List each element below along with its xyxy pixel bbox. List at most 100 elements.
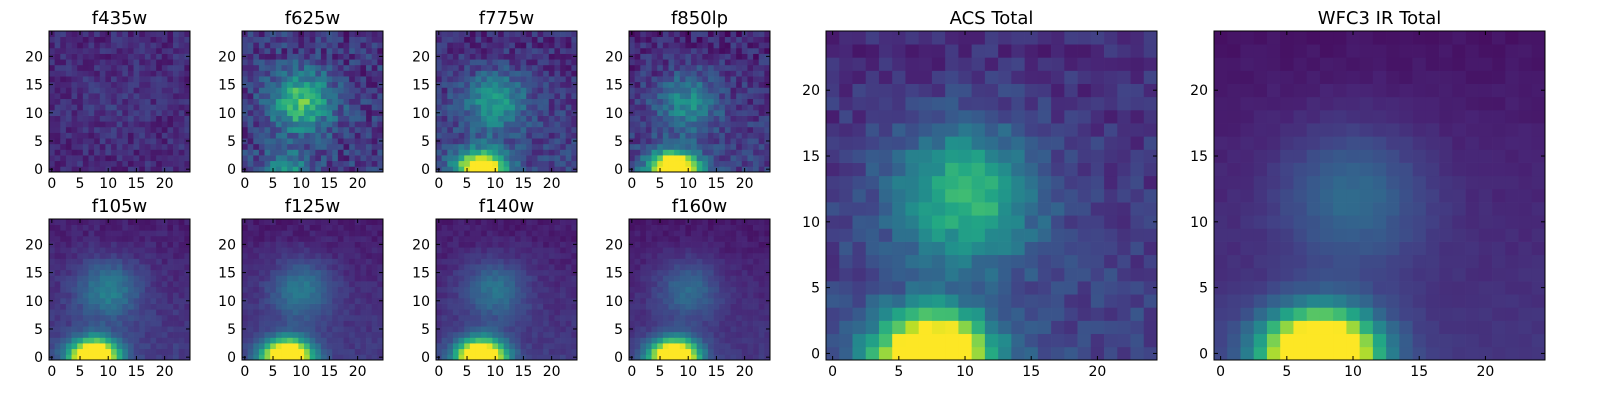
heatmap-cell — [747, 81, 754, 88]
heatmap-cell — [88, 31, 95, 37]
heatmap-cell — [691, 149, 698, 156]
heatmap-cell — [184, 104, 191, 111]
heatmap-cell — [764, 70, 771, 77]
heatmap-cell — [258, 132, 265, 139]
heatmap-cell — [662, 331, 669, 338]
heatmap-cell — [111, 224, 118, 231]
heatmap-cell — [481, 143, 488, 150]
heatmap-cell — [509, 98, 516, 105]
heatmap-cell — [758, 64, 765, 71]
heatmap-cell — [447, 126, 454, 133]
heatmap-cell — [645, 326, 652, 333]
heatmap-cell — [360, 155, 367, 162]
heatmap-cell — [287, 314, 294, 321]
heatmap-cell — [161, 337, 168, 344]
heatmap-cell — [371, 149, 378, 156]
heatmap-cell — [685, 326, 692, 333]
heatmap-cell — [679, 314, 686, 321]
heatmap-cell — [640, 76, 647, 83]
heatmap-cell — [758, 303, 765, 310]
heatmap-cell — [498, 149, 505, 156]
heatmap-cell — [60, 59, 67, 66]
heatmap-cell — [161, 53, 168, 60]
heatmap-cell — [354, 241, 361, 248]
heatmap-cell — [366, 59, 373, 66]
heatmap-cell — [309, 98, 316, 105]
heatmap-cell — [144, 286, 151, 293]
heatmap-cell — [167, 235, 174, 242]
heatmap-cell — [127, 343, 134, 350]
heatmap-cell — [509, 331, 516, 338]
heatmap-cell — [492, 36, 499, 43]
heatmap-cell — [371, 219, 378, 225]
heatmap-cell — [741, 343, 748, 350]
heatmap-cell — [304, 320, 311, 327]
heatmap-cell — [242, 264, 248, 271]
heatmap-cell — [702, 343, 709, 350]
heatmap-cell — [292, 93, 299, 100]
heatmap-cell — [629, 292, 635, 299]
heatmap-cell — [691, 42, 698, 49]
heatmap-cell — [309, 252, 316, 259]
heatmap-cell — [707, 98, 714, 105]
heatmap-cell — [54, 281, 61, 288]
heatmap-cell — [287, 275, 294, 282]
heatmap-cell — [309, 258, 316, 265]
heatmap-cell — [54, 292, 61, 299]
heatmap-cell — [674, 138, 681, 145]
heatmap-cell — [139, 149, 146, 156]
heatmap-cell — [469, 87, 476, 94]
heatmap-cell — [447, 138, 454, 145]
heatmap-cell — [498, 241, 505, 248]
heatmap-cell — [116, 343, 123, 350]
heatmap-cell — [354, 47, 361, 54]
heatmap-cell — [332, 235, 339, 242]
heatmap-cell — [571, 309, 578, 316]
heatmap-cell — [88, 132, 95, 139]
heatmap-cell — [82, 292, 89, 299]
heatmap-cell — [758, 326, 765, 333]
heatmap-cell — [105, 98, 112, 105]
heatmap-cell — [764, 331, 771, 338]
heatmap-cell — [184, 219, 191, 225]
heatmap-cell — [88, 53, 95, 60]
heatmap-cell — [560, 337, 567, 344]
heatmap-cell — [719, 31, 726, 37]
heatmap-cell — [741, 76, 748, 83]
heatmap-cell — [486, 81, 493, 88]
heatmap-cell — [360, 230, 367, 237]
heatmap-cell — [156, 224, 163, 231]
heatmap-cell — [292, 104, 299, 111]
y-tick-label: 15 — [412, 78, 430, 94]
heatmap-cell — [520, 269, 527, 276]
heatmap-cell — [105, 252, 112, 259]
heatmap-cell — [264, 326, 271, 333]
heatmap-cell — [464, 275, 471, 282]
heatmap-cell — [247, 264, 254, 271]
heatmap-cell — [315, 121, 322, 128]
heatmap-cell — [309, 247, 316, 254]
heatmap-cell — [366, 275, 373, 282]
heatmap-cell — [629, 115, 635, 122]
heatmap-cell — [82, 70, 89, 77]
heatmap-cell — [526, 132, 533, 139]
heatmap-cell — [161, 104, 168, 111]
axes-frame — [241, 30, 384, 173]
heatmap-cell — [475, 348, 482, 355]
heatmap-cell — [77, 326, 84, 333]
heatmap-cell — [371, 337, 378, 344]
heatmap-cell — [713, 121, 720, 128]
heatmap-cell — [281, 115, 288, 122]
heatmap-cell — [486, 76, 493, 83]
heatmap-cell — [258, 292, 265, 299]
heatmap-cell — [65, 219, 72, 225]
heatmap-cell — [736, 31, 743, 37]
heatmap-cell — [111, 348, 118, 355]
heatmap-cell — [554, 348, 561, 355]
heatmap-cell — [105, 47, 112, 54]
heatmap-cell — [514, 247, 521, 254]
heatmap-cell — [105, 126, 112, 133]
heatmap-cell — [629, 281, 635, 288]
heatmap-cell — [326, 235, 333, 242]
